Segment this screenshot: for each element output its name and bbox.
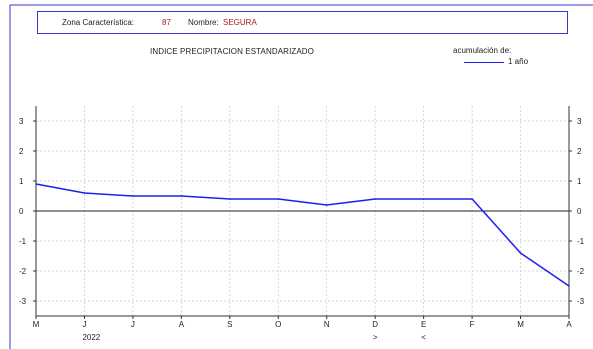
legend-label: 1 año [508,57,529,66]
data-point [325,204,328,206]
y-tick-label-left: -1 [19,237,27,246]
y-tick-label-right: 2 [577,147,582,156]
data-point [35,183,37,185]
y-tick-label-right: -2 [577,267,585,276]
zone-info-box: Zona Característica: 87 Nombre: SEGURA [37,11,568,34]
zone-value: 87 [162,18,171,27]
y-tick-label-right: 3 [577,117,582,126]
y-tick-label-right: -3 [577,297,585,306]
x-tick-label: M [33,320,40,329]
x-tick-label: F [470,320,475,329]
y-tick-label-right: 0 [577,207,582,216]
data-point [277,198,280,200]
x-tick-label: E [421,320,426,329]
x-sublabel: < [421,333,426,342]
x-tick-label: M [517,320,524,329]
x-tick-label: J [82,320,86,329]
x-tick-label: O [275,320,281,329]
y-tick-label-right: 1 [577,177,582,186]
series-line [35,183,570,287]
x-sublabel: > [373,333,378,342]
x-tick-label: D [372,320,378,329]
zone-label: Zona Característica: [62,18,135,27]
chart-title: INDICE PRECIPITACION ESTANDARIZADO [150,47,315,56]
x-tick-label: N [324,320,330,329]
data-point [132,195,134,197]
data-point [471,198,473,200]
data-point [422,198,425,200]
x-tick-label: S [227,320,232,329]
y-tick-label-left: 1 [19,177,24,186]
data-point [374,198,376,200]
x-tick-label: A [566,320,572,329]
y-tick-label-left: 3 [19,117,24,126]
name-label: Nombre: [188,18,219,27]
name-value: SEGURA [223,18,257,27]
y-tick-label-left: 2 [19,147,24,156]
y-tick-label-left: 0 [19,207,24,216]
data-point [180,195,183,197]
legend-swatch [464,62,504,63]
x-tick-label: J [131,320,135,329]
x-sublabel: 2022 [82,333,100,342]
data-point [229,198,231,200]
legend-title: acumulación de: [453,46,512,55]
data-point [568,285,570,287]
y-tick-label-left: -2 [19,267,27,276]
data-point [519,252,522,254]
y-tick-label-left: -3 [19,297,27,306]
data-point [83,192,86,194]
y-tick-label-right: -1 [577,237,585,246]
x-tick-label: A [179,320,185,329]
